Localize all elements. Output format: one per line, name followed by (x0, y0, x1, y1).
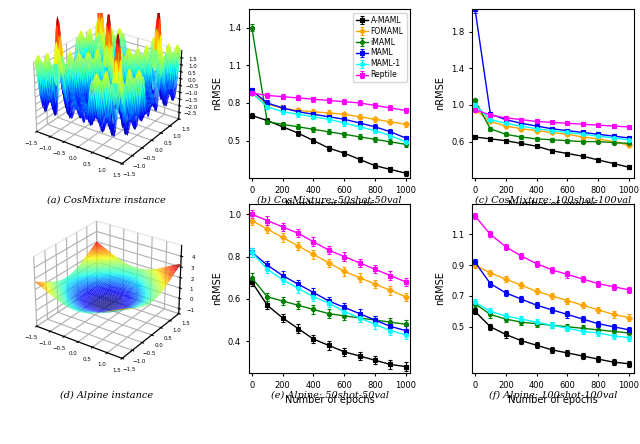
Text: (a) CosMixture instance: (a) CosMixture instance (47, 196, 166, 205)
Y-axis label: nRMSE: nRMSE (435, 77, 445, 111)
Y-axis label: nRMSE: nRMSE (212, 77, 222, 111)
Y-axis label: nRMSE: nRMSE (212, 271, 222, 305)
X-axis label: Number of epochs: Number of epochs (508, 395, 598, 405)
Text: (f) Alpine: 100shot-100val: (f) Alpine: 100shot-100val (488, 391, 617, 400)
X-axis label: Number of epochs: Number of epochs (508, 200, 598, 210)
X-axis label: Number of epochs: Number of epochs (285, 200, 374, 210)
Legend: A-MAML, FOMAML, iMAML, MAML, MAML-1, Reptile: A-MAML, FOMAML, iMAML, MAML, MAML-1, Rep… (353, 13, 406, 82)
Text: (c) CosMixture: 100shot-100val: (c) CosMixture: 100shot-100val (475, 196, 631, 205)
Text: (b) CosMixture: 50shot-50val: (b) CosMixture: 50shot-50val (257, 196, 402, 205)
Y-axis label: nRMSE: nRMSE (435, 271, 445, 305)
Text: (e) Alpine: 50shot-50val: (e) Alpine: 50shot-50val (271, 391, 388, 400)
Text: (d) Alpine instance: (d) Alpine instance (60, 391, 153, 400)
X-axis label: Number of epochs: Number of epochs (285, 395, 374, 405)
